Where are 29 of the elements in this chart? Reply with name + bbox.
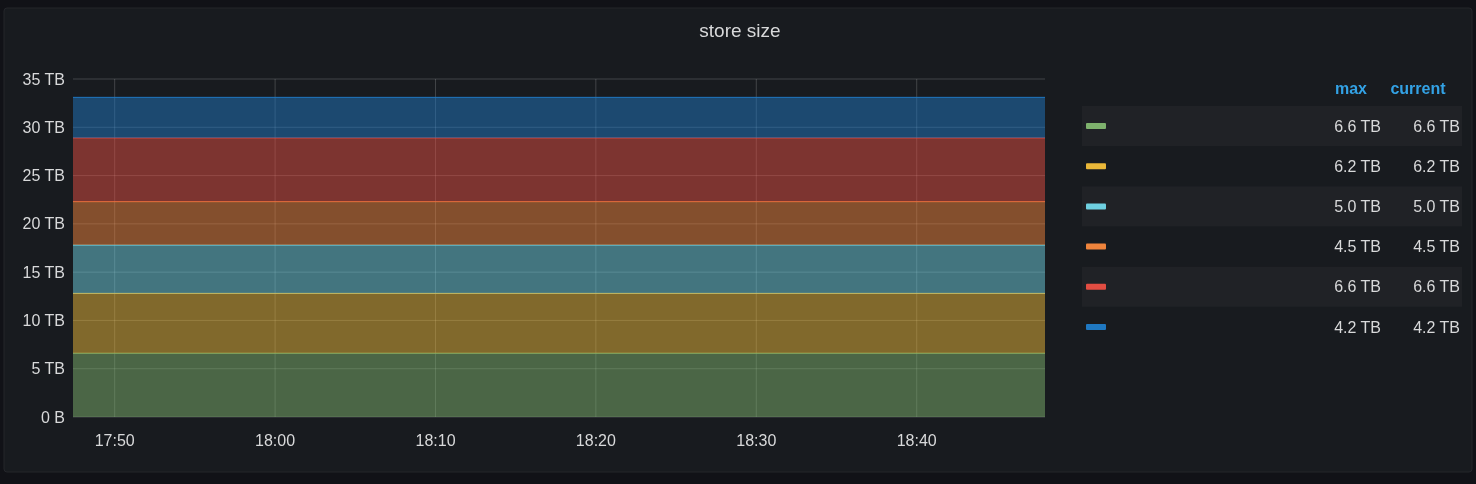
text: 4.2 TB bbox=[1334, 318, 1381, 336]
x-tick-label: 18:30 bbox=[736, 432, 777, 449]
y-tick-label: 35 TB bbox=[22, 70, 65, 88]
x-tick-label: 18:40 bbox=[896, 432, 937, 449]
x-tick-label: 18:10 bbox=[415, 432, 456, 449]
text: 6.6 TB bbox=[1334, 278, 1381, 296]
text: current bbox=[1390, 80, 1447, 97]
x-tick-label: 18:20 bbox=[575, 432, 616, 449]
text: 4.5 TB bbox=[1334, 238, 1381, 256]
text: 5.0 TB bbox=[1334, 198, 1381, 215]
text: 6.6 TB bbox=[1413, 117, 1460, 135]
y-tick-label: 10 TB bbox=[22, 312, 65, 330]
text: 6.6 TB bbox=[1413, 278, 1460, 296]
y-tick-label: 15 TB bbox=[22, 263, 65, 281]
y-tick-label: 0 B bbox=[40, 408, 65, 426]
text: 5.0 TB bbox=[1413, 198, 1460, 215]
text: 6.2 TB bbox=[1413, 157, 1460, 175]
text: 6.2 TB bbox=[1334, 157, 1381, 175]
y-tick-label: 30 TB bbox=[22, 118, 65, 136]
y-tick-label: 20 TB bbox=[22, 215, 65, 233]
text: 4.2 TB bbox=[1413, 318, 1460, 336]
text: 4.5 TB bbox=[1413, 238, 1460, 256]
x-tick-label: 17:50 bbox=[94, 432, 135, 449]
text: max bbox=[1334, 80, 1368, 97]
y-tick-label: 5 TB bbox=[31, 360, 65, 378]
chart-title: store size bbox=[699, 20, 781, 41]
text: 6.6 TB bbox=[1334, 117, 1381, 135]
x-tick-label: 18:00 bbox=[255, 432, 296, 449]
y-tick-label: 25 TB bbox=[22, 167, 65, 185]
